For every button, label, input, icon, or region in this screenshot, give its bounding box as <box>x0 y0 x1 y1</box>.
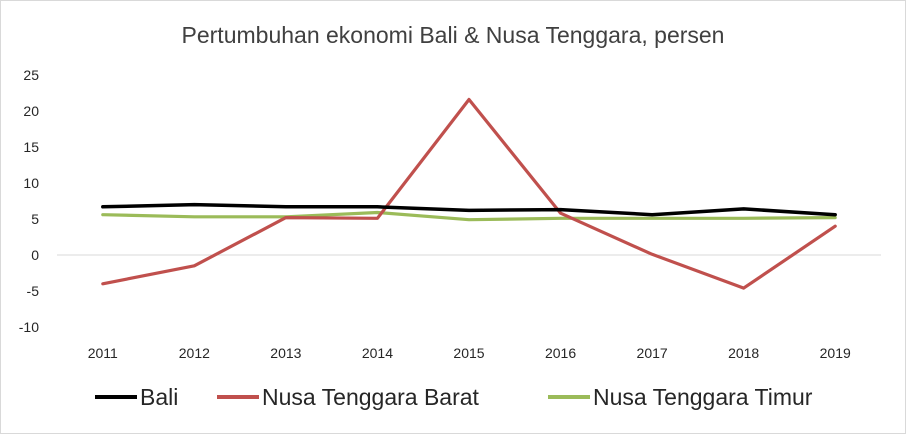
y-tick-label: 10 <box>23 175 39 191</box>
x-tick-label: 2016 <box>545 345 576 361</box>
chart-title: Pertumbuhan ekonomi Bali & Nusa Tenggara… <box>182 22 725 48</box>
x-tick-label: 2017 <box>637 345 668 361</box>
y-tick-label: 25 <box>23 67 39 83</box>
y-tick-label: 0 <box>31 247 39 263</box>
y-tick-label: -10 <box>19 319 39 335</box>
x-tick-label: 2015 <box>453 345 484 361</box>
x-axis-ticks: 2011 2012 2013 2014 2015 2016 2017 2018 2019 <box>88 345 851 361</box>
series-line-1 <box>101 202 837 217</box>
x-tick-label: 2011 <box>88 345 118 361</box>
legend-label: Nusa Tenggara Barat <box>262 384 480 410</box>
x-tick-label: 2019 <box>820 345 851 361</box>
series-line-2 <box>101 97 837 290</box>
x-tick-label: 2013 <box>270 345 301 361</box>
y-axis-ticks: 25 20 15 10 5 0 -5 -10 <box>19 67 39 335</box>
legend-label: Bali <box>140 384 178 410</box>
y-tick-label: -5 <box>27 283 40 299</box>
series-lines <box>101 97 837 290</box>
legend: Bali Nusa Tenggara Barat Nusa Tenggara Tim… <box>95 384 813 410</box>
y-tick-label: 15 <box>23 139 39 155</box>
x-tick-label: 2012 <box>179 345 210 361</box>
y-tick-label: 20 <box>23 103 39 119</box>
series-line-3 <box>101 210 837 222</box>
x-tick-label: 2018 <box>728 345 759 361</box>
y-tick-label: 5 <box>31 211 39 227</box>
x-tick-label: 2014 <box>362 345 393 361</box>
legend-label: Nusa Tenggara Timur <box>593 384 813 410</box>
